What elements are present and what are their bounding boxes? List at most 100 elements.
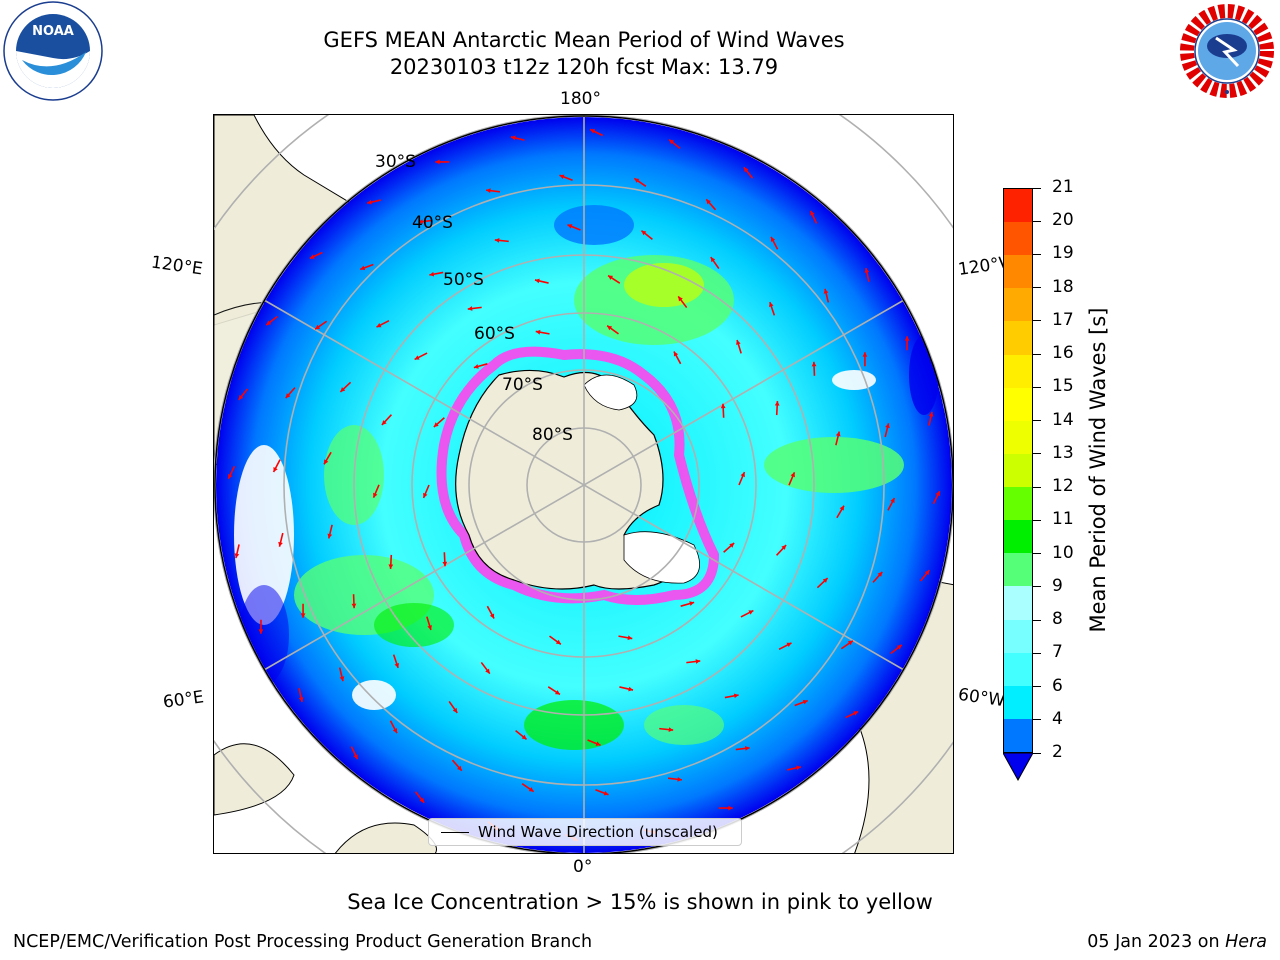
wave-direction-arrowhead: [768, 302, 774, 308]
wave-direction-arrowhead: [669, 139, 675, 145]
chart-subtitle: 20230103 t12z 120h fcst Max: 13.79: [389, 55, 779, 79]
wave-direction-arrowhead: [904, 336, 910, 341]
wave-direction-arrowhead: [668, 727, 674, 732]
lat-label-70s: 70°S: [502, 375, 543, 395]
wave-direction-arrowhead: [790, 472, 795, 478]
wave-direction-arrowhead: [486, 188, 491, 194]
wave-direction-arrowhead: [847, 640, 853, 646]
colorbar-tick: [1033, 686, 1041, 688]
lat-label-80s: 80°S: [532, 425, 573, 445]
wave-direction-arrowhead: [720, 403, 726, 409]
colorbar-segment: [1004, 321, 1032, 355]
wave-direction-arrowhead: [924, 570, 930, 576]
wave-direction-arrowhead: [608, 275, 614, 280]
wave-direction-arrowhead: [340, 387, 346, 392]
wave-direction-arrowhead: [278, 541, 283, 547]
wave-direction-arrowhead: [353, 754, 358, 760]
wave-direction-arrowhead: [743, 167, 749, 173]
colorbar-tick-label: 16: [1052, 343, 1074, 364]
graticule: [214, 115, 953, 853]
colorbar-tick-label: 14: [1052, 409, 1074, 430]
lon-label-60e: 60°E: [161, 687, 206, 713]
colorbar-tick-label: 10: [1052, 542, 1074, 563]
wave-direction-arrowhead: [457, 765, 462, 771]
wave-direction-arrowhead: [327, 533, 333, 539]
wave-direction-arrowhead: [774, 401, 780, 406]
wave-direction-arrowhead: [351, 603, 357, 609]
colorbar-tick: [1033, 652, 1041, 654]
wave-direction-arrowhead: [228, 473, 233, 479]
colorbar-tick: [1033, 619, 1041, 621]
wave-direction-arrowhead: [628, 686, 634, 692]
colorbar-segment: [1004, 222, 1032, 256]
colorbar-segment: [1004, 520, 1032, 554]
wave-direction-arrowhead: [423, 492, 428, 498]
wave-direction-arrowhead: [285, 393, 291, 399]
wave-direction-arrowhead: [603, 790, 609, 796]
colorbar-tick: [1033, 253, 1041, 255]
wave-direction-arrowhead: [745, 746, 750, 751]
colorbar-tick: [1033, 287, 1041, 289]
wave-direction-arrowhead: [710, 257, 716, 263]
wave-direction-arrowhead: [839, 505, 844, 511]
wind-wave-arrows: [227, 128, 941, 842]
wave-direction-arrowhead: [935, 491, 940, 497]
colorbar-segment: [1004, 487, 1032, 521]
wave-direction-arrowhead: [300, 613, 306, 618]
wave-direction-arrowhead: [673, 351, 679, 357]
colorbar-segment: [1004, 387, 1032, 421]
wave-direction-arrowhead: [473, 364, 479, 369]
footer-credit: NCEP/EMC/Verification Post Processing Pr…: [13, 932, 593, 952]
colorbar-tick-label: 21: [1052, 177, 1074, 197]
wave-direction-arrowhead: [433, 422, 439, 428]
colorbar-label: Mean Period of Wind Waves [s]: [1086, 307, 1110, 633]
wave-direction-arrowhead: [728, 805, 733, 811]
wave-direction-arrowhead: [678, 296, 683, 302]
wave-direction-arrowhead: [862, 352, 868, 357]
polar-map: [213, 114, 954, 854]
colorbar-extend-triangle: [1003, 753, 1033, 781]
wave-direction-arrowhead: [535, 329, 541, 335]
colorbar-segment: [1004, 586, 1032, 620]
wave-direction-arrowhead: [733, 693, 739, 699]
wave-direction-arrowhead: [373, 492, 378, 498]
colorbar-tick: [1033, 320, 1041, 322]
wave-direction-arrowhead: [309, 254, 315, 259]
chart-title: GEFS MEAN Antarctic Mean Period of Wind …: [323, 28, 845, 52]
lat-label-40s: 40°S: [412, 213, 453, 233]
colorbar-tick-label: 11: [1052, 509, 1074, 530]
colorbar-tick: [1033, 719, 1041, 721]
wave-direction-arrowhead: [890, 497, 895, 503]
disc-edge: [214, 115, 953, 853]
wave-direction-arrowhead: [567, 224, 573, 229]
wave-direction-arrowhead: [392, 728, 398, 734]
wave-direction-arrowhead: [324, 459, 329, 465]
wave-direction-arrowhead: [489, 613, 495, 619]
wave-direction-arrowhead: [706, 199, 711, 205]
lat-label-30s: 30°S: [375, 152, 416, 172]
wave-direction-arrowhead: [381, 420, 387, 425]
wave-direction-arrowhead: [748, 610, 754, 615]
wave-direction-arrowhead: [559, 174, 565, 180]
colorbar-segment: [1004, 288, 1032, 322]
colorbar-tick: [1033, 553, 1041, 555]
wave-direction-arrowhead: [429, 271, 435, 277]
legend-line-swatch: [441, 832, 469, 833]
wave-direction-arrowhead: [298, 697, 304, 702]
colorbar-segment: [1004, 619, 1032, 653]
colorbar-tick: [1033, 453, 1041, 455]
noaa-logo-text: NOAA: [32, 24, 74, 39]
colorbar-tick: [1033, 486, 1041, 488]
wave-direction-arrowhead: [376, 322, 382, 328]
map-legend: Wind Wave Direction (unscaled): [428, 818, 742, 846]
wave-direction-arrowhead: [360, 265, 366, 271]
colorbar-segment: [1004, 453, 1032, 487]
wave-direction-arrowhead: [258, 629, 264, 634]
colorbar-tick-label: 6: [1052, 675, 1063, 696]
wave-direction-arrowhead: [695, 659, 701, 664]
wave-period-patches: [234, 205, 939, 750]
wave-direction-arrowhead: [238, 394, 244, 400]
wave-direction-arrowhead: [885, 423, 890, 429]
colorbar-segment: [1004, 685, 1032, 719]
colorbar-tick-label: 9: [1052, 575, 1063, 596]
